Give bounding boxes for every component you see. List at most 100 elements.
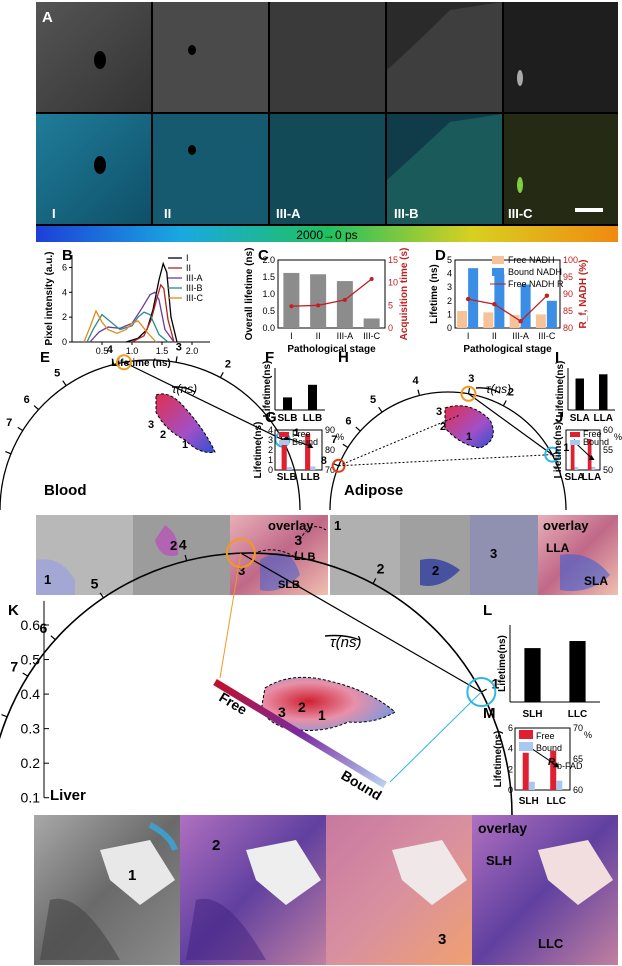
universal-circle (329, 391, 567, 511)
strip-k-region: LLC (538, 936, 564, 951)
bound-nadh-marker (466, 676, 497, 707)
y-axis-label: Lifetime(ns) (262, 361, 273, 418)
acq-time-point (289, 304, 294, 309)
lifetime-tick-label: 5 (54, 367, 60, 379)
x-tick-label: III-A (512, 331, 529, 341)
bound-nadh-marker (544, 446, 561, 463)
x-tick-label: LLA (594, 413, 613, 424)
x-tick-label: SLB (277, 472, 297, 483)
legend-swatch (519, 730, 533, 739)
bar-Free-LLB (305, 434, 311, 470)
y-tick-label: 4 (62, 287, 67, 297)
strip-h-overlay: overlay (543, 518, 589, 533)
bar-Free NADH-III-A (509, 315, 520, 328)
x-tick-label: 1.0 (126, 346, 139, 356)
bar-Bound-SLH (528, 781, 535, 790)
free-nadh-marker (115, 354, 132, 371)
x-tick-label: I (467, 331, 470, 341)
strip-e-label: 3 (238, 563, 245, 578)
stage-label: III-B (394, 206, 419, 221)
lifetime-tick-label: 3 (176, 342, 182, 354)
y2-tick-label: 90 (563, 289, 573, 299)
acq-time-point (316, 303, 321, 308)
lifetime-tick-label: 7 (10, 659, 18, 675)
legend-label: Bound (292, 437, 318, 447)
ratio-line (528, 746, 557, 766)
bar-Free NADH-I (457, 311, 468, 328)
y2-tick-label: 60 (573, 785, 583, 795)
lifetime-tick (184, 554, 188, 561)
lifetime-tick (1, 714, 8, 718)
lifetime-tick-label: 4 (413, 375, 420, 387)
y-axis-label: Lifetime(ns) (553, 422, 564, 479)
lifetime-tick (50, 635, 56, 641)
lifetime-tick (294, 550, 298, 558)
region-label: 2 (298, 699, 306, 715)
lifetime-tick (481, 688, 487, 693)
y-axis-label: Overall lifetime (ns) (244, 248, 255, 341)
phasor-cluster (261, 676, 396, 731)
free-bound-line (240, 552, 482, 693)
y-tick-label: 4 (508, 744, 513, 754)
y-tick-label: 4 (447, 269, 452, 279)
series-line-II (131, 283, 175, 343)
ratio-line (286, 437, 311, 447)
rf-point (518, 319, 523, 324)
y-axis-label: Lifetime (ns) (429, 264, 440, 323)
lifetime-tick-label: 1 (492, 675, 500, 691)
x-tick-label: SLA (565, 472, 585, 483)
y-tick-label: 3 (447, 282, 452, 292)
strip-e-label: 1 (44, 572, 51, 587)
lifetime-tick (17, 426, 24, 432)
y2-tick-label: 70 (573, 723, 583, 733)
series-line-III-B (86, 311, 169, 343)
strip-e-label: 2 (170, 538, 177, 553)
strip-k-region: SLH (486, 853, 512, 868)
strip-k-label: 1 (128, 867, 136, 884)
lifetime-tick-label: 4 (179, 536, 187, 552)
x-axis-label: Pathological stage (287, 344, 376, 355)
y-tick-label: 3 (268, 435, 273, 445)
x-tick-label: LLB (301, 472, 320, 483)
legend-swatch (570, 440, 580, 445)
stage-label: III-A (276, 206, 301, 221)
lifetime-tick (378, 406, 383, 413)
bar-III-A (336, 281, 353, 328)
bar-Free NADH-II (483, 312, 494, 328)
region-label: 2 (440, 421, 446, 433)
region-label: 3 (148, 419, 154, 431)
bar-LLA (599, 374, 608, 410)
y-axis-label: Lifetime(ns) (555, 361, 566, 418)
x-tick-label: 2.0 (186, 346, 199, 356)
lifetime-tick (332, 462, 339, 467)
bar-LLC (569, 641, 586, 702)
colorbar (36, 226, 618, 242)
bar-I (283, 272, 300, 328)
m-line-legend-sub: b-FAD (557, 761, 583, 771)
panel-c-letter: C (258, 247, 269, 264)
series-line-III-A (89, 291, 175, 343)
guide-line (389, 691, 482, 783)
x-tick-label: LLC (568, 709, 587, 720)
stage-label: III-C (508, 206, 533, 221)
bar-Free NADH-III-C (535, 314, 546, 328)
y2-axis-label: % (584, 730, 592, 740)
legend-label: Bound (536, 743, 562, 753)
chart-i: SLA LLA Lifetime(ns) (555, 361, 615, 424)
region-label: 2 (160, 429, 166, 441)
bar-Bound NADH-II (494, 274, 505, 328)
legend-swatch (492, 268, 504, 276)
acq-time-point (342, 297, 347, 302)
legend-swatch (279, 440, 289, 445)
y-tick-label: 0.6 (21, 617, 41, 633)
lifetime-tick-label: 7 (331, 434, 337, 446)
y2-axis-label: % (336, 432, 344, 442)
legend-label: Free (583, 429, 602, 439)
x-tick-label: II (316, 331, 321, 341)
lifetime-tick (467, 387, 471, 394)
bar-SLH (524, 648, 541, 702)
strip-k-label: 3 (438, 931, 446, 948)
x-tick-label: II (492, 331, 497, 341)
plot-frame (454, 259, 561, 329)
